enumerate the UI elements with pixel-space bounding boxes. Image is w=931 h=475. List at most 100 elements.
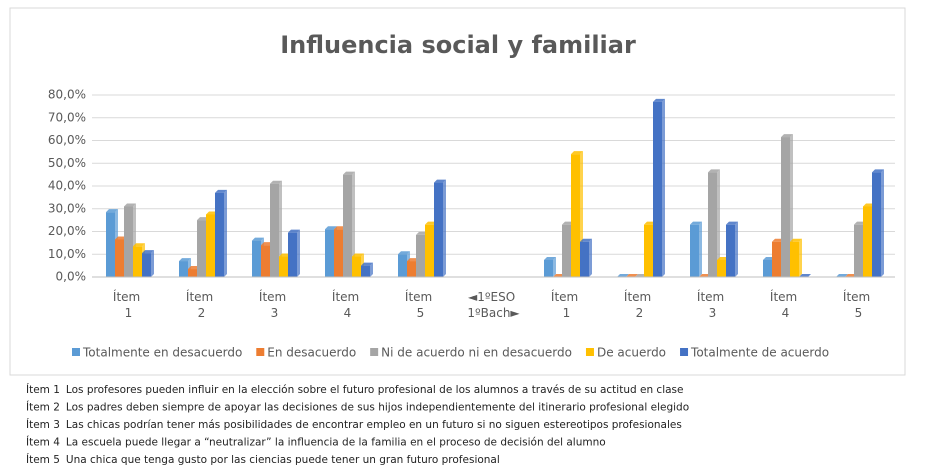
- bar: [215, 192, 224, 277]
- bar: [790, 241, 799, 277]
- bar-top: [790, 238, 802, 242]
- bar-side: [370, 262, 373, 277]
- bar-side: [224, 189, 227, 277]
- y-tick-label: 20,0%: [48, 224, 86, 238]
- bar-side: [279, 180, 282, 277]
- bar: [361, 265, 370, 277]
- bar-side: [589, 238, 592, 277]
- note-label: Ítem 1: [26, 383, 60, 396]
- bar: [726, 224, 735, 277]
- bar: [115, 239, 124, 277]
- legend-swatch: [256, 348, 265, 356]
- y-tick-label: 80,0%: [48, 88, 86, 102]
- y-tick-label: 50,0%: [48, 156, 86, 170]
- note-label: Ítem 4: [26, 436, 60, 449]
- note-text: Las chicas podrían tener más posibilidad…: [66, 419, 682, 431]
- legend-swatch: [72, 348, 80, 356]
- bar: [717, 259, 726, 277]
- bar: [854, 224, 863, 277]
- bar-top: [571, 151, 583, 155]
- bar: [124, 206, 133, 277]
- bar-top: [617, 274, 629, 277]
- y-tick-label: 70,0%: [48, 110, 86, 124]
- bar: [708, 172, 717, 277]
- bar: [407, 261, 416, 277]
- bar-top: [352, 253, 364, 257]
- bar: [772, 241, 781, 277]
- y-tick-label: 40,0%: [48, 179, 86, 193]
- bar: [653, 101, 662, 277]
- legend-label: Totalmente en desacuerdo: [82, 346, 242, 360]
- bar: [644, 224, 653, 277]
- y-tick-label: 10,0%: [48, 247, 86, 261]
- bar: [279, 256, 288, 277]
- bar: [398, 254, 407, 277]
- bar: [252, 240, 261, 277]
- bar: [334, 229, 343, 277]
- x-tick-label: Ítem 3: [697, 289, 728, 320]
- bar-top: [270, 180, 282, 184]
- bar-top: [690, 221, 702, 225]
- bar: [270, 183, 279, 277]
- y-tick-label: 60,0%: [48, 133, 86, 147]
- chart-title: Influencia social y familiar: [280, 31, 636, 59]
- x-tick-label: Ítem 4: [332, 289, 363, 320]
- bar: [142, 253, 151, 277]
- bar-top: [626, 274, 638, 277]
- bar: [562, 224, 571, 277]
- bar-top: [106, 209, 118, 213]
- x-tick-label: Ítem 5: [405, 289, 436, 320]
- x-tick-label: Ítem 1: [113, 289, 144, 320]
- chart-frame: [9, 7, 906, 376]
- bar-top: [781, 134, 793, 138]
- x-tick-label: Ítem 3: [259, 289, 290, 320]
- bar: [343, 174, 352, 277]
- bar: [188, 269, 197, 277]
- note-text: Los profesores pueden influir en la elec…: [66, 384, 684, 396]
- bar: [325, 229, 334, 277]
- bar: [544, 259, 553, 277]
- bar-top: [653, 98, 665, 102]
- bar: [206, 214, 215, 277]
- bar-top: [799, 274, 811, 277]
- bar-side: [151, 250, 154, 277]
- legend-swatch: [680, 348, 689, 356]
- bar: [106, 212, 115, 277]
- bar: [863, 206, 872, 277]
- bar-top: [836, 274, 848, 277]
- bar: [872, 172, 881, 277]
- bar-top: [434, 179, 446, 183]
- bar-top: [325, 226, 337, 230]
- y-tick-label: 30,0%: [48, 201, 86, 215]
- bar-top: [142, 250, 154, 254]
- bar: [197, 220, 206, 277]
- x-tick-label: Ítem 1: [551, 289, 582, 320]
- bar-side: [735, 221, 738, 277]
- bar-top: [252, 237, 264, 241]
- bar-top: [544, 256, 556, 260]
- bar: [781, 137, 790, 277]
- bar-side: [352, 171, 355, 277]
- x-tick-label: Ítem 5: [843, 289, 874, 320]
- legend-label: Ni de acuerdo ni en desacuerdo: [381, 346, 572, 360]
- bar-top: [726, 221, 738, 225]
- x-tick-label: Ítem 2: [624, 289, 655, 320]
- bar-top: [398, 251, 410, 255]
- y-tick-label: 0,0%: [56, 270, 87, 284]
- bar-top: [580, 238, 592, 242]
- bar: [571, 154, 580, 277]
- x-tick-label: Ítem 4: [770, 289, 801, 320]
- bar-top: [872, 169, 884, 173]
- bar: [133, 246, 142, 277]
- note-text: Los padres deben siempre de apoyar las d…: [66, 402, 689, 414]
- bar: [416, 234, 425, 277]
- bar: [763, 259, 772, 277]
- bar-top: [343, 171, 355, 175]
- bar-top: [124, 203, 136, 207]
- bar-top: [179, 258, 191, 262]
- x-tick-label: Ítem 2: [186, 289, 217, 320]
- bar: [690, 224, 699, 277]
- bar: [425, 224, 434, 277]
